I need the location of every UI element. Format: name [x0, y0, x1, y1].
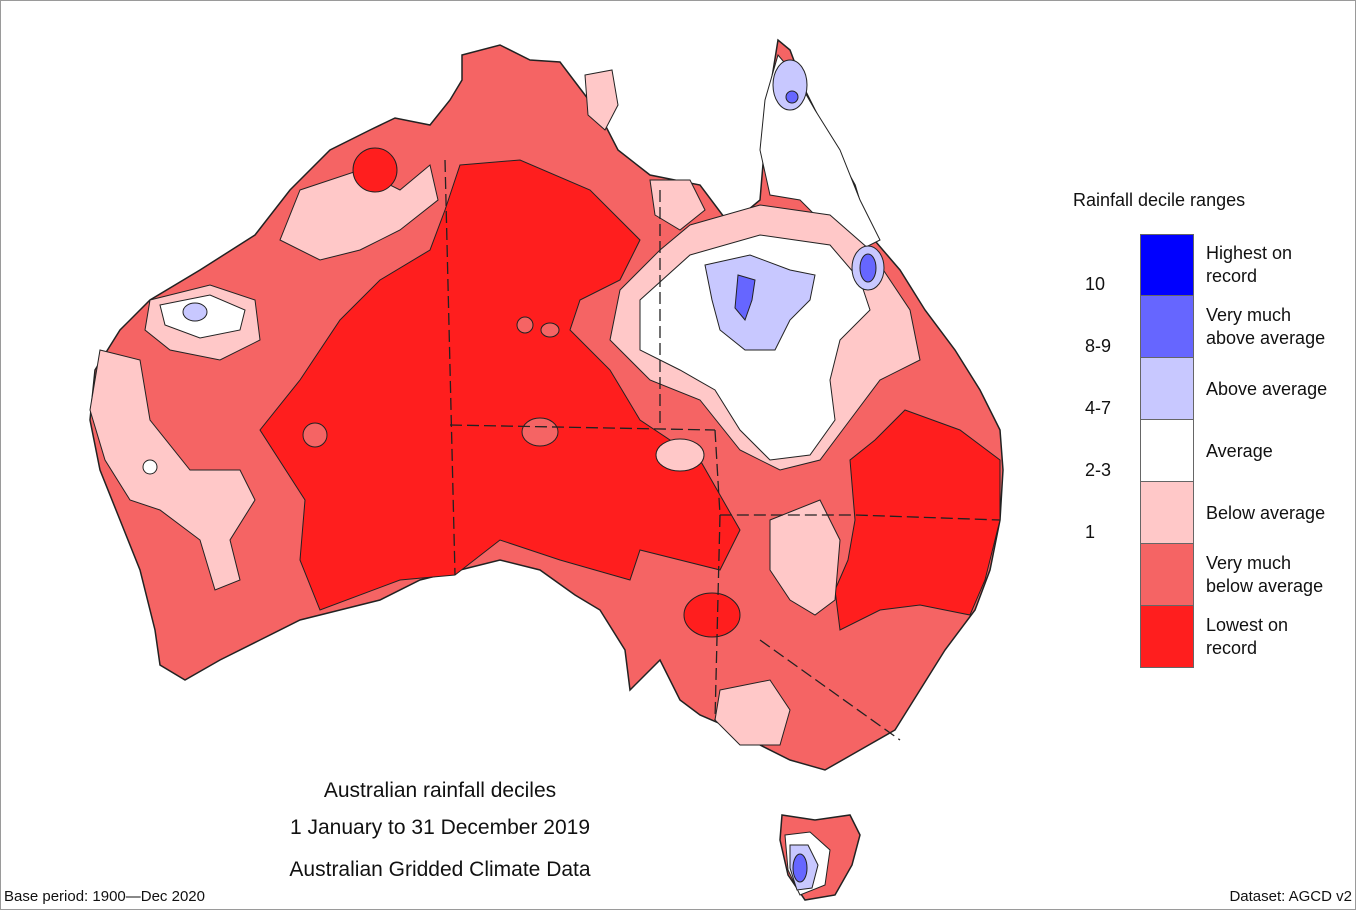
central-patch-4: [540, 322, 560, 338]
queensland-very-much-above: [734, 274, 756, 321]
legend-range: 1: [1085, 522, 1096, 542]
top-end-below-average: [584, 69, 619, 131]
gulf-below-average: [649, 179, 706, 231]
legend-swatch: [1140, 482, 1194, 544]
legend-swatch: [1140, 420, 1194, 482]
legend-range: 4-7: [1085, 398, 1112, 418]
legend-item: Very much above average: [1080, 296, 1350, 358]
queensland-above-average: [704, 254, 816, 351]
legend-label: Very much above average: [1206, 305, 1326, 348]
legend-label: Average: [1206, 441, 1273, 461]
central-patch-5: [655, 438, 705, 472]
central-patch-2: [302, 422, 328, 448]
legend-range: 2-3: [1085, 460, 1112, 480]
sa-lowest-patch: [683, 592, 741, 638]
legend-label: Lowest on record: [1206, 615, 1289, 658]
map-data-source: Australian Gridded Climate Data: [289, 858, 591, 881]
central-lowest-on-record: [259, 159, 741, 611]
cape-york-very-much-above: [785, 90, 799, 104]
legend-range: 10: [1085, 274, 1106, 294]
legend-swatch: [1140, 296, 1194, 358]
kimberley-lowest: [352, 147, 398, 193]
legend-item: Below average: [1080, 482, 1350, 544]
map-period: 1 January to 31 December 2019: [289, 816, 591, 839]
legend-item: Above average: [1080, 358, 1350, 420]
north-west-above-average: [182, 302, 208, 322]
cape-york-above-average: [772, 59, 808, 111]
legend-label: Very much below average: [1206, 553, 1324, 596]
west-coast-below-average: [89, 349, 256, 591]
legend-swatch: [1140, 606, 1194, 668]
legend-item: Highest on record: [1080, 234, 1350, 296]
state-borders: [444, 159, 1001, 741]
nsw-lowest-on-record: [834, 409, 1001, 631]
map-title: Australian rainfall deciles: [323, 779, 557, 802]
wa-average-spot: [142, 459, 158, 475]
legend-item: Average: [1080, 420, 1350, 482]
legend-label: Below average: [1206, 503, 1326, 523]
legend-swatch: [1140, 234, 1194, 296]
legend-label: Above average: [1206, 379, 1328, 399]
legend-range: 8-9: [1085, 336, 1112, 356]
central-patch-3: [516, 316, 534, 334]
tasmania-very-much-above: [792, 853, 808, 883]
inland-nsw-below-average: [769, 499, 841, 616]
legend-swatch: [1140, 544, 1194, 606]
legend-swatch: [1140, 358, 1194, 420]
central-patch-1: [521, 417, 559, 447]
legend-item: Lowest on record: [1080, 606, 1350, 668]
cairns-very-much-above: [859, 253, 877, 283]
legend-label: Highest on record: [1206, 243, 1293, 286]
legend-title: Rainfall decile ranges: [1073, 190, 1246, 210]
legend-item: Very much below average: [1080, 544, 1350, 606]
base-period-note: Base period: 1900—Dec 2020: [4, 888, 205, 905]
dataset-note: Dataset: AGCD v2: [1229, 888, 1352, 905]
